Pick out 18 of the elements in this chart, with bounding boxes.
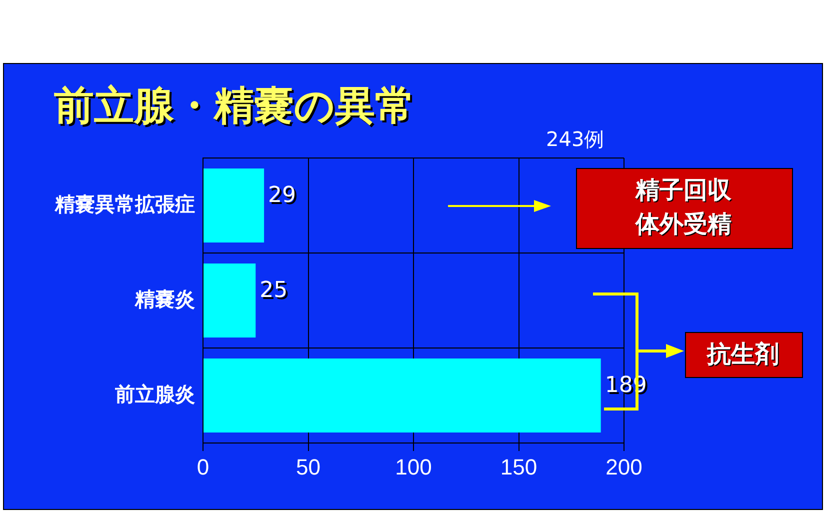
data-label: 25 [260, 278, 288, 304]
x-tick-label: 50 [296, 454, 320, 480]
y-tick-label: 精嚢炎 [134, 289, 195, 312]
data-label: 29 [268, 183, 296, 208]
chart-title: 前立腺・精嚢の異常 [54, 82, 415, 131]
text: 243例 [546, 126, 604, 153]
y-tick-label: 前立腺炎 [114, 383, 195, 406]
text: 抗生剤 [706, 339, 780, 370]
x-tick-label: 150 [500, 454, 538, 480]
x-tick-label: 0 [196, 454, 210, 480]
text: 精子回収 [634, 175, 732, 206]
text: 体外受精 [634, 209, 732, 240]
bar [204, 263, 256, 338]
x-tick-label: 100 [395, 454, 432, 480]
bar [204, 168, 264, 243]
y-tick-label: 精嚢異常拡張症 [54, 193, 195, 216]
bar [204, 358, 601, 433]
x-tick-label: 200 [606, 454, 642, 480]
